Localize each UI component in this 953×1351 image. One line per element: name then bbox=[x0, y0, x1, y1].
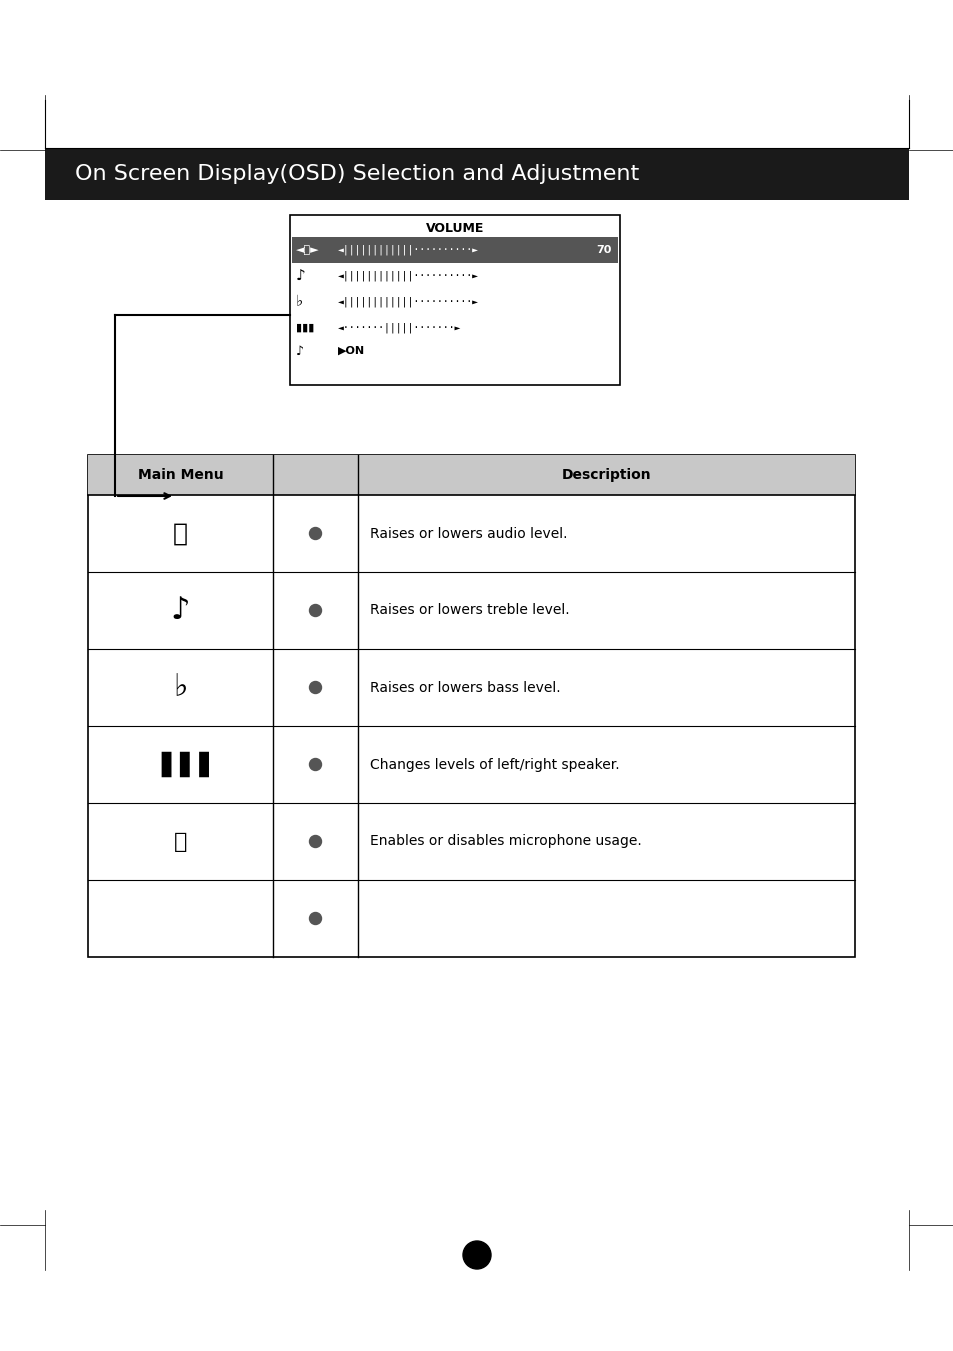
Circle shape bbox=[309, 758, 321, 770]
Text: Main Menu: Main Menu bbox=[137, 467, 223, 482]
Text: Description: Description bbox=[561, 467, 651, 482]
Circle shape bbox=[309, 681, 321, 693]
Text: Raises or lowers bass level.: Raises or lowers bass level. bbox=[370, 681, 560, 694]
Text: 🎤: 🎤 bbox=[173, 831, 187, 851]
Text: ▐▐▐: ▐▐▐ bbox=[152, 751, 209, 777]
Text: ◄⧗►: ◄⧗► bbox=[295, 245, 319, 255]
Bar bbox=[88, 455, 854, 957]
Text: ▶ON: ▶ON bbox=[337, 346, 365, 357]
Text: Raises or lowers treble level.: Raises or lowers treble level. bbox=[370, 604, 569, 617]
Text: Changes levels of left/right speaker.: Changes levels of left/right speaker. bbox=[370, 758, 619, 771]
Text: ◄||||||||||||··········►: ◄||||||||||||··········► bbox=[337, 270, 478, 281]
Text: VOLUME: VOLUME bbox=[425, 223, 484, 235]
Bar bbox=[292, 236, 618, 263]
Text: A20: A20 bbox=[464, 1250, 489, 1260]
Circle shape bbox=[309, 604, 321, 616]
Text: ◄||||||||||||··········►: ◄||||||||||||··········► bbox=[337, 297, 478, 307]
Text: ♪: ♪ bbox=[295, 269, 305, 284]
Text: ▮▮▮: ▮▮▮ bbox=[295, 323, 314, 332]
Circle shape bbox=[309, 527, 321, 539]
Bar bbox=[290, 215, 619, 385]
Text: ◄||||||||||||··········►: ◄||||||||||||··········► bbox=[337, 245, 478, 255]
Bar bbox=[88, 455, 854, 494]
Text: 🔊: 🔊 bbox=[172, 521, 188, 546]
Bar bbox=[45, 149, 908, 200]
Text: ◄·······|||||·······►: ◄·······|||||·······► bbox=[337, 323, 461, 334]
Text: On Screen Display(OSD) Selection and Adjustment: On Screen Display(OSD) Selection and Adj… bbox=[75, 163, 639, 184]
Text: 70: 70 bbox=[596, 245, 612, 255]
Circle shape bbox=[309, 912, 321, 924]
Circle shape bbox=[309, 835, 321, 847]
Text: ♭: ♭ bbox=[173, 673, 188, 703]
Text: ♭: ♭ bbox=[295, 295, 303, 309]
Text: Enables or disables microphone usage.: Enables or disables microphone usage. bbox=[370, 835, 641, 848]
Text: ♪: ♪ bbox=[295, 345, 304, 358]
Text: Raises or lowers audio level.: Raises or lowers audio level. bbox=[370, 527, 567, 540]
Text: ♪: ♪ bbox=[171, 596, 190, 626]
Circle shape bbox=[462, 1242, 491, 1269]
